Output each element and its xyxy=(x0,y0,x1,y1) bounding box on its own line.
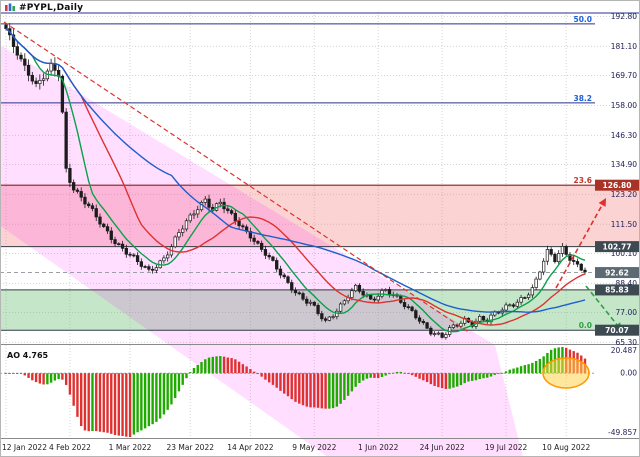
moving-averages xyxy=(5,28,586,333)
ao-indicator-label: AO 4.765 xyxy=(7,351,49,360)
svg-text:102.77: 102.77 xyxy=(603,242,632,251)
date-tick-label: 14 Apr 2022 xyxy=(227,443,274,452)
svg-text:126.80: 126.80 xyxy=(603,181,632,190)
date-tick-label: 12 Jan 2022 xyxy=(2,443,47,452)
slow-ma-line xyxy=(5,28,586,313)
price-level-box: 102.77 xyxy=(595,241,639,253)
svg-text:-49.857: -49.857 xyxy=(608,428,637,437)
descending-trendline xyxy=(3,21,471,334)
fib-level-label: 0.0 xyxy=(579,321,592,330)
current-price-box: 92.62 xyxy=(595,267,639,279)
fib-level-label: 38.2 xyxy=(573,94,592,103)
fib-level-label: 50.0 xyxy=(573,15,592,24)
date-tick-label: 4 Feb 2022 xyxy=(49,443,91,452)
mid-ma-line xyxy=(5,28,586,326)
price-level-box: 126.80 xyxy=(595,179,639,191)
date-tick-label: 19 Jul 2022 xyxy=(485,443,528,452)
date-tick-label: 1 Mar 2022 xyxy=(109,443,152,452)
time-axis[interactable]: 12 Jan 2022 4 Feb 2022 1 Mar 2022 23 Mar 20… xyxy=(2,443,590,452)
chart-header: #PYPL,Daily xyxy=(5,3,83,13)
price-tick-label: 181.10 xyxy=(611,42,637,51)
support-zone xyxy=(0,289,640,331)
price-level-box: 70.07 xyxy=(595,324,639,336)
svg-text:20.487: 20.487 xyxy=(611,346,637,355)
levels xyxy=(0,12,640,331)
price-tick-label: 169.70 xyxy=(611,71,637,80)
grid xyxy=(0,12,640,438)
fast-ma-line xyxy=(5,28,586,333)
price-tick-label: 134.90 xyxy=(611,160,637,169)
ao-highlight-ellipse xyxy=(542,357,590,389)
price-tick-label: 158.00 xyxy=(611,101,637,110)
fib-level-label: 23.6 xyxy=(573,176,592,185)
zones xyxy=(0,185,640,331)
price-tick-label: 146.30 xyxy=(611,131,637,140)
price-tick-label: 77.00 xyxy=(616,308,638,317)
price-tick-label: 100.10 xyxy=(611,249,637,258)
price-tick-label: 88.40 xyxy=(616,279,638,288)
symbol-timeframe-label: #PYPL,Daily xyxy=(19,3,84,13)
bullish-projection-arrow xyxy=(555,197,607,289)
candlestick-chart-icon xyxy=(5,3,15,11)
price-tick-label: 65.30 xyxy=(616,338,638,347)
svg-text:70.07: 70.07 xyxy=(605,326,629,335)
date-tick-label: 23 Mar 2022 xyxy=(166,443,214,452)
date-tick-label: 9 May 2022 xyxy=(292,443,336,452)
price-level-box: 85.83 xyxy=(595,284,639,296)
ao-axis[interactable]: 20.487 0.00 -49.857 xyxy=(608,346,637,437)
svg-text:92.62: 92.62 xyxy=(605,268,629,277)
pane-separators xyxy=(0,344,640,439)
date-tick-label: 24 Jun 2022 xyxy=(420,443,465,452)
svg-text:85.83: 85.83 xyxy=(605,286,629,295)
resistance-zone xyxy=(0,185,640,247)
price-axis[interactable]: 192.80 181.10 169.70 158.00 146.30 134.90 123.… xyxy=(573,12,639,347)
price-tick-label: 123.20 xyxy=(611,190,637,199)
price-tick-label: 111.50 xyxy=(611,220,637,229)
date-tick-label: 10 Aug 2022 xyxy=(542,443,590,452)
date-tick-label: 1 Jun 2022 xyxy=(358,443,399,452)
candles xyxy=(4,23,587,340)
svg-text:0.00: 0.00 xyxy=(620,369,637,378)
price-tick-label: 192.80 xyxy=(611,12,637,21)
ao-indicator-pane: AO 4.765 xyxy=(0,347,595,437)
